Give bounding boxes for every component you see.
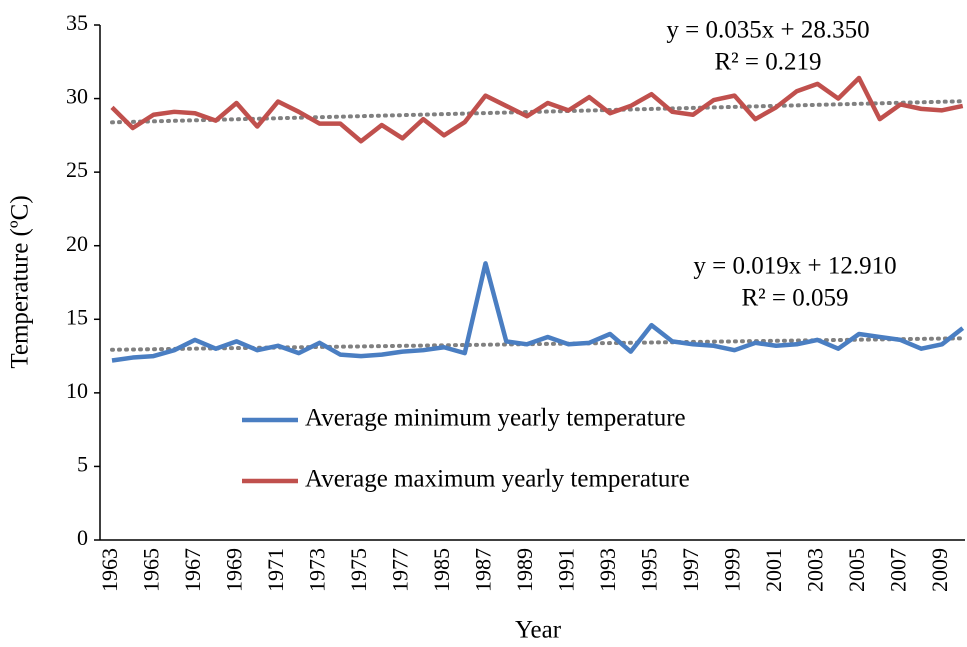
x-tick-label: 2009 — [927, 548, 952, 592]
y-axis-label: Temperature (ºC) — [7, 195, 34, 368]
y-tick-label: 10 — [66, 378, 88, 403]
x-tick-label: 2001 — [761, 548, 786, 592]
series-line — [111, 261, 965, 363]
x-tick-label: 1969 — [222, 548, 247, 592]
x-tick-label: 1997 — [678, 548, 703, 592]
y-tick-label: 5 — [77, 451, 88, 476]
x-tick-label: 1971 — [263, 548, 288, 592]
trend-equation: y = 0.019x + 12.910 — [693, 253, 896, 280]
x-tick-label: 1985 — [429, 548, 454, 592]
x-tick-label: 1991 — [554, 548, 579, 592]
x-tick-label: 2007 — [886, 548, 911, 592]
x-tick-label: 1965 — [139, 548, 164, 592]
y-tick-label: 35 — [66, 10, 88, 35]
x-tick-label: 1963 — [97, 548, 122, 592]
x-tick-label: 1995 — [637, 548, 662, 592]
trend-r2: R² = 0.219 — [714, 49, 821, 76]
y-tick-label: 15 — [66, 304, 88, 329]
x-tick-label: 1975 — [346, 548, 371, 592]
legend-label: Average maximum yearly temperature — [305, 466, 690, 493]
x-tick-label: 1977 — [388, 548, 413, 592]
x-tick-label: 1993 — [595, 548, 620, 592]
series-line — [110, 75, 964, 144]
y-tick-label: 25 — [66, 157, 88, 182]
trend-equation: y = 0.035x + 28.350 — [666, 17, 869, 44]
x-tick-label: 1989 — [512, 548, 537, 592]
y-tick-label: 20 — [66, 231, 88, 256]
x-tick-label: 2005 — [844, 548, 869, 592]
x-tick-label: 1999 — [720, 548, 745, 592]
x-tick-label: 1987 — [471, 548, 496, 592]
x-axis-label: Year — [515, 617, 562, 644]
x-tick-label: 1973 — [305, 548, 330, 592]
trend-r2: R² = 0.059 — [741, 285, 848, 312]
y-tick-label: 30 — [66, 84, 88, 109]
legend-label: Average minimum yearly temperature — [305, 405, 686, 432]
x-tick-label: 1967 — [180, 548, 205, 592]
x-tick-label: 2003 — [803, 548, 828, 592]
y-tick-label: 0 — [77, 525, 88, 550]
